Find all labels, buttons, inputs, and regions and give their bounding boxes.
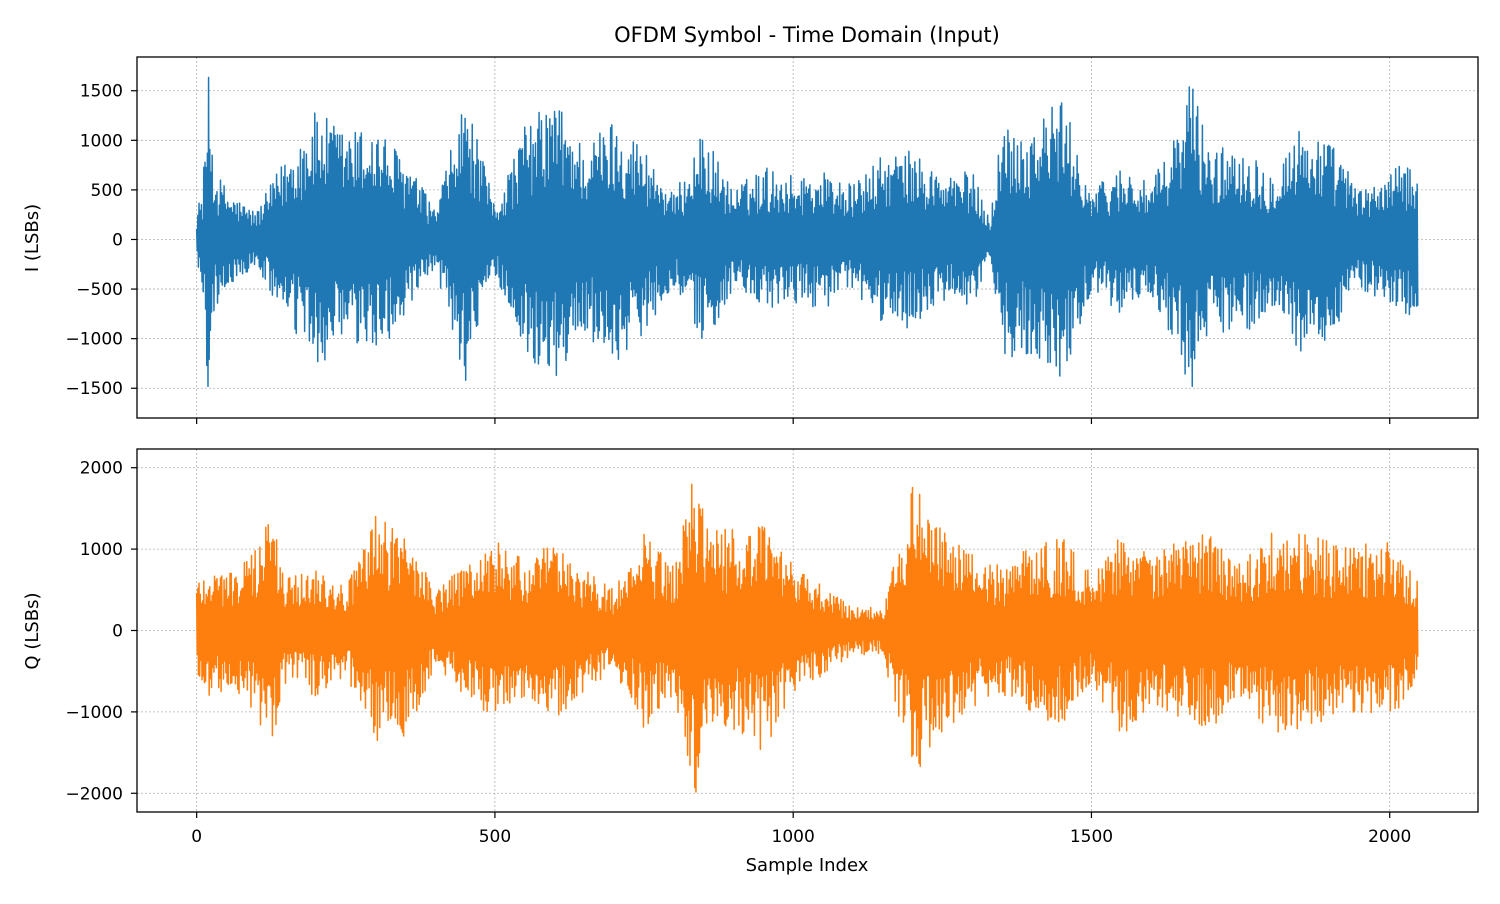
y-tick-label-0: −1500 [65, 379, 123, 399]
series-line-i [195, 76, 1419, 388]
y-tick-label-5: 1000 [80, 131, 123, 151]
x-tick-label-1: 500 [479, 827, 511, 847]
ylabel-i: I (LSBs) [22, 204, 43, 272]
y-tick-label-3: 0 [112, 230, 123, 250]
y-tick-label-4: 500 [91, 181, 123, 201]
y-tick-label-1: −1000 [65, 330, 123, 350]
y-tick-label-3: 1000 [80, 540, 123, 560]
y-tick-label-0: −2000 [65, 784, 123, 804]
xlabel-sample-index: Sample Index [746, 855, 869, 876]
y-tick-label-1: −1000 [65, 703, 123, 723]
panel-i: −1500 −1000 −500 0 500 1000 1500 I (LSBs) [22, 56, 1479, 424]
x-tick-label-3: 1500 [1070, 827, 1113, 847]
x-ticks-top [196, 418, 1391, 424]
ylabel-q: Q (LSBs) [22, 592, 43, 669]
x-tick-label-2: 1000 [772, 827, 815, 847]
series-line-q [195, 483, 1419, 793]
y-tick-label-4: 2000 [80, 459, 123, 479]
y-tick-label-2: −500 [76, 280, 123, 300]
x-ticks-bottom: 0 500 1000 1500 2000 [191, 812, 1411, 847]
y-tick-label-2: 0 [112, 622, 123, 642]
x-tick-label-4: 2000 [1368, 827, 1411, 847]
y-tick-label-6: 1500 [80, 82, 123, 102]
chart-title: OFDM Symbol - Time Domain (Input) [614, 23, 1000, 47]
x-tick-label-0: 0 [191, 827, 202, 847]
plot-frame-top [136, 56, 1479, 419]
y-ticks-top: −1500 −1000 −500 0 500 1000 1500 [65, 82, 137, 399]
y-ticks-bottom: −2000 −1000 0 1000 2000 [65, 459, 137, 804]
panel-q: −2000 −1000 0 1000 2000 0 500 1000 1500 2000 Q (… [22, 448, 1479, 876]
